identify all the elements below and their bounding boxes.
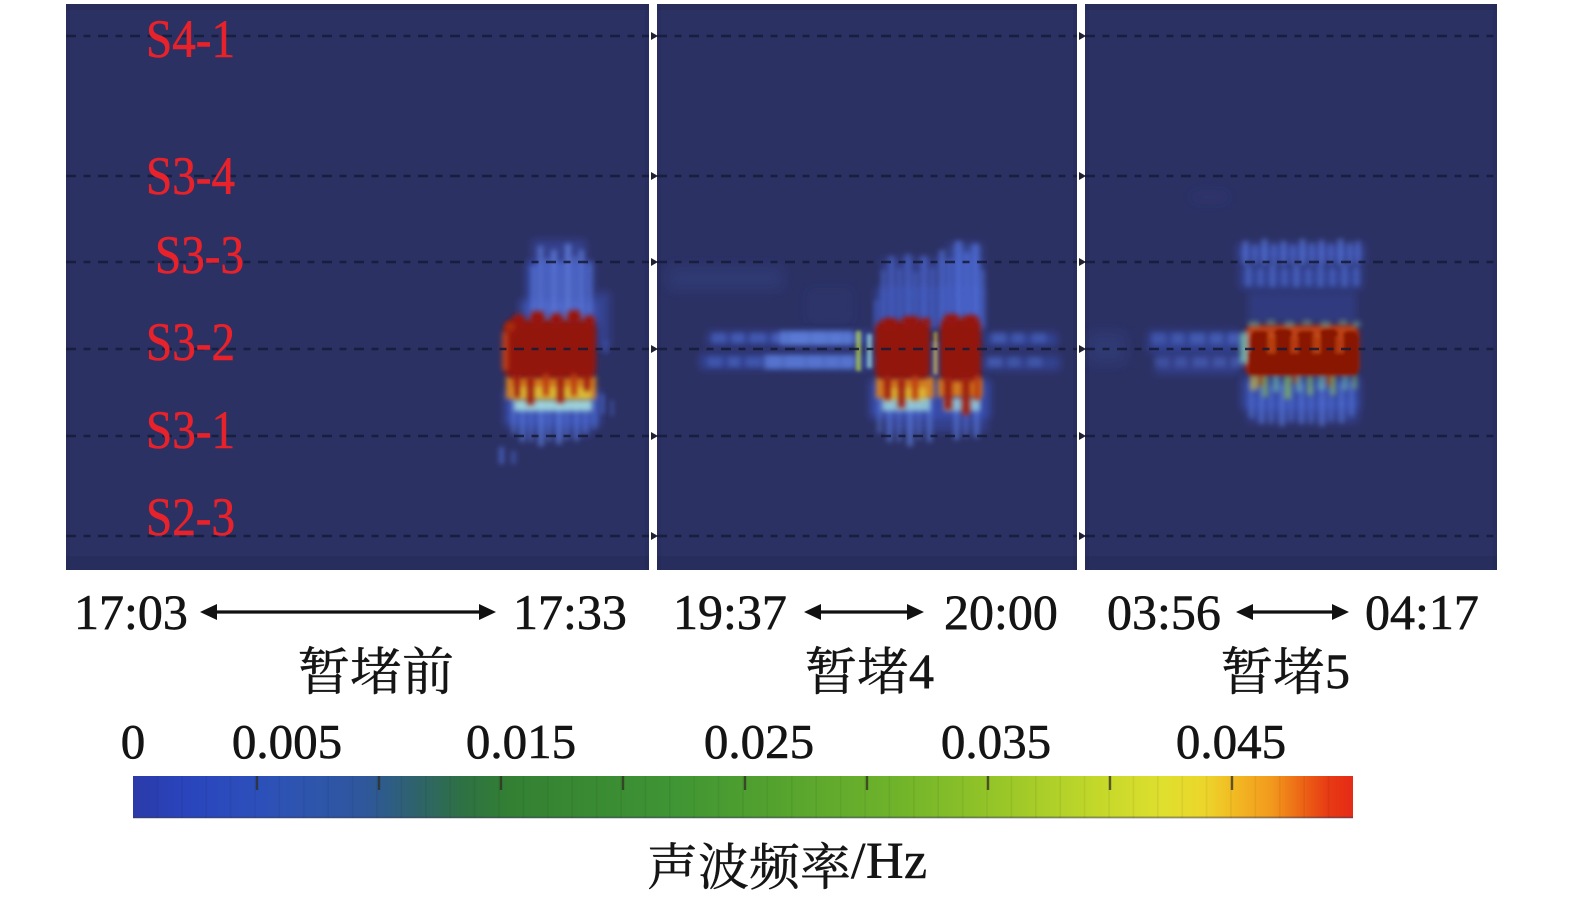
svg-text:19:37: 19:37 (673, 584, 787, 640)
svg-text:0.045: 0.045 (1176, 714, 1286, 769)
svg-text:S4-1: S4-1 (146, 9, 235, 69)
svg-text:17:33: 17:33 (513, 584, 627, 640)
svg-text:S3-4: S3-4 (146, 146, 235, 206)
svg-text:0.025: 0.025 (704, 714, 814, 769)
svg-text:S3-2: S3-2 (146, 312, 235, 372)
svg-text:0.005: 0.005 (232, 714, 342, 769)
svg-text:4: 4 (909, 643, 934, 699)
svg-text:5: 5 (1325, 643, 1350, 699)
svg-text:20:00: 20:00 (944, 584, 1058, 640)
svg-text:0.035: 0.035 (941, 714, 1051, 769)
svg-text:04:17: 04:17 (1365, 584, 1479, 640)
svg-text:03:56: 03:56 (1107, 584, 1221, 640)
svg-text:S2-3: S2-3 (146, 487, 235, 547)
svg-text:S3-3: S3-3 (155, 225, 244, 285)
svg-text:S3-1: S3-1 (146, 400, 235, 460)
svg-text:0: 0 (121, 714, 146, 769)
svg-text:0.015: 0.015 (466, 714, 576, 769)
svg-text:17:03: 17:03 (74, 584, 188, 640)
svg-text:/Hz: /Hz (851, 833, 928, 890)
